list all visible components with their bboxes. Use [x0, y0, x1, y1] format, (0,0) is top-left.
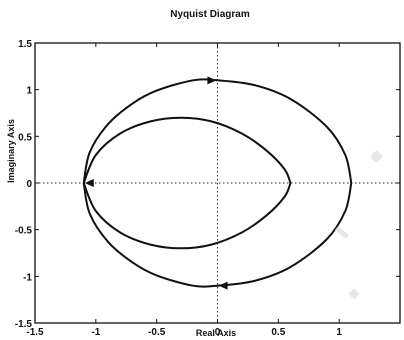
y-axis-label: Imaginary Axis	[6, 119, 16, 183]
y-tick-label: -0.5	[15, 226, 33, 237]
x-axis-label: Real Axis	[196, 328, 236, 338]
direction-arrow-icon	[218, 281, 228, 290]
nyquist-curve	[82, 182, 353, 288]
x-ticks: -1.5 -1 -0.5 0 0.5 1	[26, 43, 342, 338]
direction-arrow-icon	[84, 179, 94, 187]
y-tick-label: 0	[26, 179, 32, 190]
direction-arrows	[84, 76, 228, 290]
direction-arrow-icon	[207, 76, 217, 85]
y-ticks: 1.5 1 0.5 0 -0.5 -1 -1.5	[15, 39, 400, 330]
x-tick-label: -1.5	[26, 327, 44, 338]
y-tick-label: -1.5	[15, 319, 33, 330]
nyquist-curves	[82, 78, 353, 288]
y-tick-label: 1	[26, 86, 32, 97]
reference-lines	[35, 43, 400, 323]
x-tick-label: -1	[91, 327, 100, 338]
y-tick-label: 0.5	[18, 132, 32, 143]
x-tick-label: 0	[215, 327, 221, 338]
chart-title: Nyquist Diagram	[170, 9, 250, 20]
x-tick-label: 0.5	[271, 327, 285, 338]
y-tick-label: 1.5	[18, 39, 32, 50]
nyquist-curve	[82, 182, 292, 250]
x-tick-label: -0.5	[148, 327, 166, 338]
nyquist-curve	[82, 116, 292, 184]
y-tick-label: -1	[23, 272, 32, 283]
nyquist-curve	[82, 78, 353, 184]
x-tick-label: 1	[336, 327, 342, 338]
